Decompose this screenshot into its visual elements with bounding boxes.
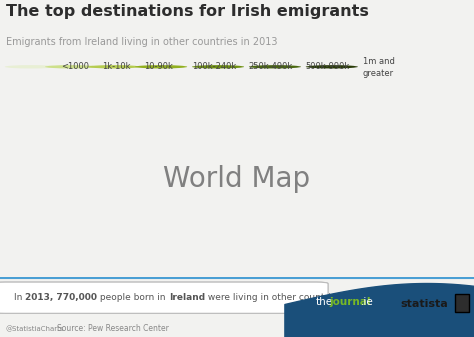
Text: Ireland: Ireland: [169, 293, 205, 302]
FancyBboxPatch shape: [455, 294, 469, 312]
Text: 2013, 770,000: 2013, 770,000: [26, 293, 98, 302]
Text: 10-90k: 10-90k: [145, 62, 173, 71]
Text: 500k-990k: 500k-990k: [306, 62, 350, 71]
Circle shape: [306, 65, 358, 68]
Text: 100k-240k: 100k-240k: [192, 62, 236, 71]
Text: Source: Pew Research Center: Source: Pew Research Center: [57, 324, 169, 333]
Text: 250k-490k: 250k-490k: [249, 62, 293, 71]
Text: The top destinations for Irish emigrants: The top destinations for Irish emigrants: [6, 4, 369, 19]
Text: 1k-10k: 1k-10k: [102, 62, 130, 71]
Circle shape: [45, 65, 97, 68]
Text: journal: journal: [329, 297, 371, 307]
Circle shape: [5, 65, 57, 68]
Text: 1m and: 1m and: [363, 57, 394, 66]
Text: were living in other countries.: were living in other countries.: [205, 293, 344, 302]
FancyBboxPatch shape: [0, 282, 328, 313]
Text: <1000: <1000: [62, 62, 90, 71]
Circle shape: [192, 65, 244, 68]
Text: people born in: people born in: [98, 293, 169, 302]
Text: World Map: World Map: [164, 165, 310, 193]
Text: @StatistiaCharts: @StatistiaCharts: [6, 325, 64, 332]
Text: statista: statista: [401, 299, 448, 309]
Text: the: the: [315, 297, 332, 307]
Circle shape: [249, 65, 301, 68]
Text: In: In: [14, 293, 26, 302]
Text: .ie: .ie: [361, 297, 374, 307]
Circle shape: [88, 65, 140, 68]
Text: greater: greater: [363, 69, 394, 78]
Text: Emigrants from Ireland living in other countries in 2013: Emigrants from Ireland living in other c…: [6, 37, 277, 47]
Circle shape: [135, 65, 187, 68]
